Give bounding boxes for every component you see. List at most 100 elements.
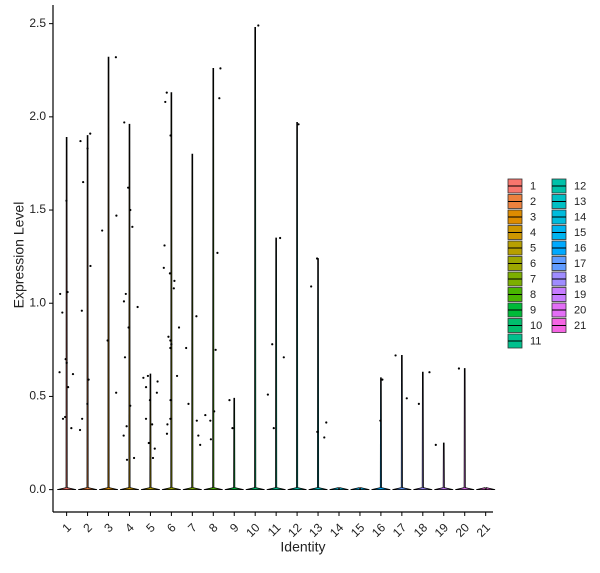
- legend-label: 11: [530, 335, 541, 347]
- legend-label: 2: [530, 196, 536, 208]
- point: [78, 428, 82, 432]
- violin: [203, 67, 223, 491]
- x-tick-label: 12: [285, 520, 305, 540]
- point: [162, 266, 165, 269]
- point: [146, 374, 150, 378]
- point: [219, 67, 222, 70]
- point: [148, 399, 152, 402]
- point: [87, 378, 90, 381]
- point: [127, 186, 130, 189]
- point: [169, 399, 172, 402]
- x-tick-label: 2: [80, 520, 95, 535]
- point: [144, 386, 148, 389]
- point: [167, 335, 170, 338]
- point: [325, 421, 328, 424]
- point: [142, 376, 145, 379]
- point: [151, 423, 154, 426]
- point: [394, 354, 397, 357]
- violin: [119, 123, 139, 491]
- point: [310, 285, 313, 288]
- point: [166, 423, 169, 426]
- violin: [434, 442, 454, 491]
- point: [86, 402, 89, 405]
- point: [67, 386, 70, 389]
- point: [204, 413, 207, 417]
- violin: [350, 487, 370, 491]
- point: [70, 427, 73, 430]
- violin: [308, 258, 328, 491]
- violin: [224, 397, 244, 491]
- x-tick-label: 6: [164, 520, 179, 535]
- point: [379, 419, 382, 422]
- point: [405, 397, 408, 400]
- point: [187, 402, 190, 405]
- x-tick-label: 14: [327, 520, 347, 540]
- point: [136, 305, 139, 309]
- x-tick-label: 4: [122, 520, 137, 535]
- x-tick-label: 13: [306, 520, 326, 540]
- point: [114, 56, 117, 59]
- x-tick-label: 1: [59, 520, 74, 535]
- point: [272, 427, 275, 430]
- point: [115, 214, 118, 217]
- point: [131, 225, 134, 228]
- point: [216, 251, 219, 255]
- point: [125, 458, 129, 461]
- point: [169, 346, 172, 350]
- x-tick-label: 8: [206, 520, 221, 535]
- point: [81, 417, 84, 420]
- point: [417, 402, 420, 405]
- point: [172, 287, 175, 290]
- point: [185, 346, 188, 350]
- point: [124, 292, 127, 296]
- point: [170, 343, 173, 346]
- point: [65, 361, 68, 364]
- y-axis-label: Expression Level: [11, 202, 27, 309]
- legend-label: 18: [574, 273, 586, 285]
- violin: [413, 371, 433, 491]
- point: [71, 372, 75, 376]
- legend-label: 19: [574, 289, 586, 301]
- point: [129, 404, 132, 407]
- point: [169, 417, 172, 420]
- violin: [476, 487, 496, 491]
- point: [457, 367, 461, 370]
- point: [199, 443, 202, 446]
- point: [218, 97, 221, 100]
- x-tick-label: 3: [101, 520, 116, 535]
- point: [428, 371, 431, 374]
- point: [155, 391, 158, 394]
- point: [165, 432, 169, 435]
- legend-label: 1: [530, 180, 536, 192]
- violin: [287, 122, 307, 491]
- point: [271, 343, 274, 346]
- point: [59, 292, 62, 296]
- legend-label: 8: [530, 289, 536, 301]
- point: [163, 244, 166, 247]
- point: [64, 358, 67, 361]
- point: [323, 436, 326, 439]
- point: [89, 132, 92, 135]
- y-tick-label: 1.0: [29, 295, 46, 309]
- point: [156, 380, 159, 383]
- point: [197, 434, 200, 437]
- point: [279, 236, 282, 240]
- legend-label: 15: [574, 227, 586, 239]
- point: [175, 374, 179, 378]
- x-tick-label: 11: [265, 520, 284, 539]
- point: [65, 199, 68, 202]
- violin: [182, 153, 202, 491]
- violin: [329, 487, 349, 491]
- x-tick-label: 5: [143, 520, 158, 535]
- violin: [455, 368, 475, 491]
- legend-label: 14: [574, 211, 586, 223]
- point: [257, 24, 260, 27]
- point: [168, 272, 172, 275]
- legend-label: 3: [530, 211, 536, 223]
- violin: [140, 373, 160, 491]
- point: [123, 121, 126, 124]
- violin: [392, 355, 412, 491]
- point: [64, 415, 67, 419]
- violin: [57, 136, 77, 491]
